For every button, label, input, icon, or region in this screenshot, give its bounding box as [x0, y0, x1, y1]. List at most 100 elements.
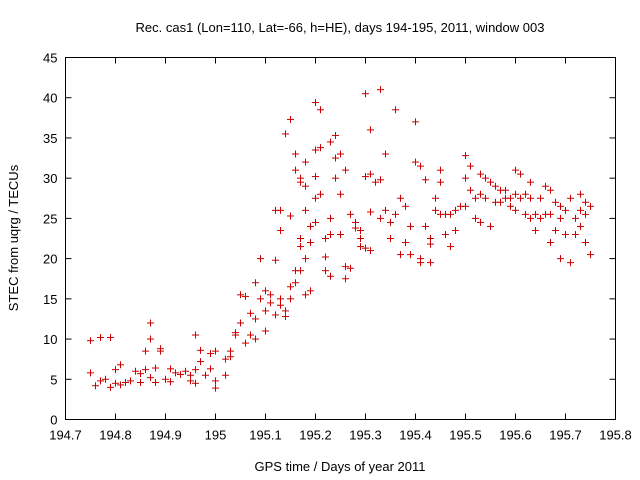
data-point — [407, 222, 414, 230]
chart-title: Rec. cas1 (Lon=110, Lat=-66, h=HE), days… — [136, 20, 545, 35]
data-point — [547, 239, 554, 247]
y-tick-label: 20 — [43, 252, 57, 267]
data-point — [87, 337, 94, 345]
data-point — [112, 366, 119, 374]
data-point — [337, 150, 344, 158]
data-point — [267, 291, 274, 299]
data-point — [302, 255, 309, 263]
data-point — [192, 379, 199, 387]
data-point — [262, 287, 269, 295]
data-point — [177, 370, 184, 378]
data-point — [557, 202, 564, 210]
data-points — [87, 86, 594, 392]
data-point — [117, 381, 124, 389]
data-point — [152, 364, 159, 372]
data-point — [342, 166, 349, 174]
data-point — [272, 311, 279, 319]
data-point — [322, 235, 329, 242]
data-point — [522, 190, 529, 198]
data-point — [532, 226, 539, 234]
data-point — [517, 170, 524, 178]
data-point — [467, 186, 474, 194]
x-tick-label: 195.2 — [299, 428, 332, 443]
data-point — [567, 194, 574, 202]
data-point — [182, 367, 189, 375]
data-point — [387, 235, 394, 242]
data-point — [552, 226, 559, 234]
data-point — [107, 333, 114, 341]
data-point — [207, 365, 214, 373]
data-point — [577, 206, 584, 214]
x-tick-label: 195.8 — [599, 428, 632, 443]
data-point — [407, 251, 414, 259]
data-point — [472, 194, 479, 202]
data-point — [447, 243, 454, 251]
x-tick-label: 194.9 — [149, 428, 182, 443]
x-axis-ticks: 194.7 194.8 194.9 195 195.1 195.2 195.3 195.4 19… — [49, 57, 632, 443]
data-point — [472, 214, 479, 222]
y-tick-label: 35 — [43, 131, 57, 146]
data-point — [462, 202, 469, 210]
data-point — [582, 239, 589, 247]
data-point — [137, 378, 144, 386]
data-point — [512, 190, 519, 198]
data-point — [372, 178, 379, 186]
data-point — [252, 335, 259, 343]
data-point — [342, 275, 349, 283]
data-point — [247, 331, 254, 339]
data-point — [357, 243, 364, 251]
data-point — [327, 214, 334, 222]
data-point — [352, 218, 359, 226]
data-point — [427, 240, 434, 248]
data-point — [412, 118, 419, 126]
plot-frame — [65, 57, 616, 420]
data-point — [452, 206, 459, 214]
data-point — [277, 226, 284, 234]
x-tick-label: 195 — [205, 428, 227, 443]
y-tick-label: 10 — [43, 332, 57, 347]
x-tick-label: 195.7 — [549, 428, 582, 443]
data-point — [392, 210, 399, 218]
data-point — [497, 198, 504, 206]
data-point — [582, 198, 589, 206]
data-point — [562, 206, 569, 214]
data-point — [272, 256, 279, 264]
data-point — [367, 170, 374, 178]
y-tick-label: 15 — [43, 292, 57, 307]
x-tick-label: 195.4 — [399, 428, 432, 443]
data-point — [432, 206, 439, 214]
data-point — [512, 166, 519, 174]
data-point — [422, 222, 429, 230]
data-point — [197, 346, 204, 354]
data-point — [312, 218, 319, 226]
data-point — [232, 329, 239, 337]
data-point — [427, 259, 434, 267]
data-point — [552, 198, 559, 206]
x-tick-label: 195.6 — [499, 428, 532, 443]
data-point — [147, 374, 154, 382]
data-point — [332, 154, 339, 162]
data-point — [477, 218, 484, 226]
data-point — [572, 214, 579, 222]
data-point — [347, 264, 354, 272]
data-point — [202, 371, 209, 379]
data-point — [342, 263, 349, 271]
data-point — [107, 383, 114, 391]
data-point — [167, 365, 174, 373]
data-point — [302, 291, 309, 299]
data-point — [252, 279, 259, 287]
data-point — [247, 309, 254, 317]
data-point — [257, 255, 264, 263]
data-point — [502, 186, 509, 194]
data-point — [547, 186, 554, 194]
data-point — [587, 251, 594, 259]
data-point — [287, 283, 294, 291]
data-point — [277, 301, 284, 309]
data-point — [537, 194, 544, 202]
data-point — [477, 190, 484, 198]
data-point — [572, 230, 579, 238]
data-point — [587, 202, 594, 210]
y-tick-label: 30 — [43, 171, 57, 186]
data-point — [257, 295, 264, 303]
